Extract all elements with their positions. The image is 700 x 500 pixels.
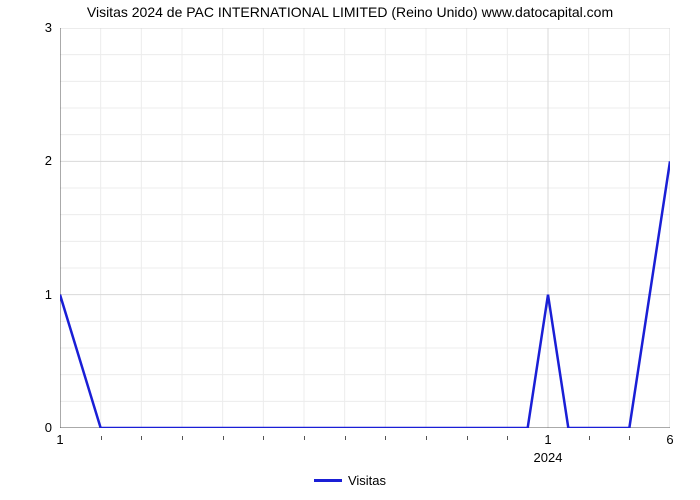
x-minor-tick <box>467 436 468 440</box>
legend-label: Visitas <box>348 473 386 488</box>
chart-title: Visitas 2024 de PAC INTERNATIONAL LIMITE… <box>0 4 700 20</box>
legend-swatch <box>314 479 342 482</box>
x-tick-label: 6 <box>666 432 673 447</box>
plot-svg <box>60 28 670 428</box>
x-minor-tick <box>141 436 142 440</box>
x-minor-tick <box>223 436 224 440</box>
plot-area <box>60 28 670 428</box>
y-tick-label: 0 <box>0 420 52 435</box>
y-tick-label: 3 <box>0 20 52 35</box>
x-minor-tick <box>304 436 305 440</box>
chart-container: Visitas 2024 de PAC INTERNATIONAL LIMITE… <box>0 0 700 500</box>
x-tick-label: 1 <box>544 432 551 447</box>
x-minor-tick <box>345 436 346 440</box>
x-minor-tick <box>101 436 102 440</box>
x-minor-tick <box>589 436 590 440</box>
x-minor-tick <box>426 436 427 440</box>
x-minor-tick <box>629 436 630 440</box>
x-minor-tick <box>263 436 264 440</box>
x-minor-tick <box>182 436 183 440</box>
y-tick-label: 1 <box>0 287 52 302</box>
x-secondary-label: 2024 <box>534 450 563 465</box>
x-minor-tick <box>507 436 508 440</box>
legend: Visitas <box>0 472 700 488</box>
x-tick-label: 1 <box>56 432 63 447</box>
y-tick-label: 2 <box>0 153 52 168</box>
x-minor-tick <box>385 436 386 440</box>
